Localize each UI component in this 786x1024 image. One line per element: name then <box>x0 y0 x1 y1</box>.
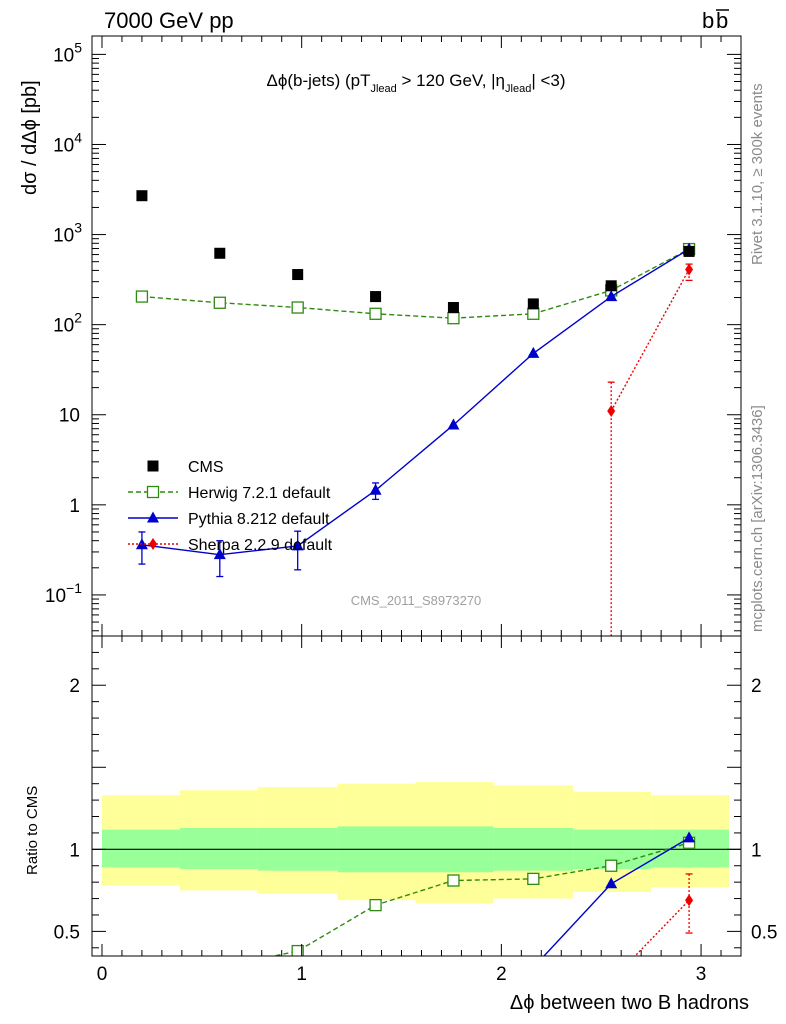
sherpa-ratio-line <box>634 899 690 956</box>
x-axis-label: Δϕ between two B hadrons <box>510 992 749 1014</box>
legend-marker <box>147 511 159 523</box>
header-left-label: 7000 GeV pp <box>104 8 234 33</box>
herwig-ratio-point <box>605 859 618 872</box>
ratio-tick-label-right: 0.5 <box>751 922 777 943</box>
ratio-data-layer <box>92 782 741 956</box>
legend-entry: Herwig 7.2.1 default <box>128 485 331 502</box>
header-right-b: b <box>702 8 714 33</box>
cms-point <box>683 245 695 257</box>
cms-point <box>214 247 226 259</box>
legend-entry: Pythia 8.212 default <box>128 511 330 528</box>
cms-point <box>292 269 304 281</box>
header-right-bbar: b <box>716 8 728 33</box>
sherpa-line <box>610 269 690 412</box>
x-tick-label: 3 <box>696 964 707 985</box>
cms-point <box>527 298 539 310</box>
legend-label: Pythia 8.212 default <box>188 511 330 528</box>
pythia-point <box>527 346 540 358</box>
herwig-ratio-point <box>291 944 304 956</box>
y-tick-label: 1 <box>69 496 80 517</box>
main-axis-ticks: 10−1 1 10 102 103 104 105 <box>45 39 741 632</box>
pythia-point <box>291 539 304 551</box>
main-data-layer <box>135 190 696 636</box>
herwig-ratio-line <box>270 842 690 956</box>
main-panel: 10−1 1 10 102 103 104 105 Δϕ(b-jets) (pTJlead … <box>19 35 742 637</box>
pythia-point <box>369 483 382 495</box>
ratio-panel: 0.5 0.5 1 1 2 2 Ratio to CMS <box>24 635 777 957</box>
ratio-tick-label: 0.5 <box>54 922 80 943</box>
y-tick-label: 104 <box>53 129 82 156</box>
legend-marker <box>146 485 160 499</box>
ratio-frame <box>91 635 742 957</box>
pythia-point <box>213 548 226 560</box>
cms-point <box>136 190 148 202</box>
legend-marker <box>149 538 157 550</box>
header-right-label: b b <box>702 8 729 33</box>
cms-point <box>370 291 382 303</box>
pythia-ratio-line <box>543 837 690 956</box>
herwig-point <box>135 290 149 303</box>
analysis-watermark: CMS_2011_S8973270 <box>351 593 482 608</box>
x-tick-label: 2 <box>496 964 507 985</box>
y-tick-label: 105 <box>53 39 82 66</box>
herwig-point <box>213 296 226 309</box>
herwig-ratio-point <box>527 872 540 886</box>
main-ylabel: dσ / dΔϕ [pb] <box>19 80 41 195</box>
ratio-tick-label-right: 1 <box>751 840 762 861</box>
ratio-tick-label: 2 <box>69 676 80 697</box>
legend: CMS Herwig 7.2.1 default Pythia 8.212 defa… <box>128 459 333 554</box>
ratio-tick-label: 1 <box>69 840 80 861</box>
rivet-label: Rivet 3.1.10, ≥ 300k events <box>749 83 766 265</box>
herwig-ratio-point <box>447 874 460 887</box>
main-title: Δϕ(b-jets) (pTJlead > 120 GeV, |ηJlead| … <box>266 71 565 95</box>
legend-label: Sherpa 2.2.9 default <box>188 537 333 554</box>
herwig-point <box>447 312 460 325</box>
herwig-ratio-point <box>369 898 382 912</box>
herwig-point <box>527 307 540 320</box>
cms-point <box>605 280 617 292</box>
legend-entry: Sherpa 2.2.9 default <box>128 537 333 554</box>
uncertainty-band-inner <box>179 828 258 870</box>
cms-point <box>447 302 459 314</box>
legend-label: Herwig 7.2.1 default <box>188 485 331 502</box>
herwig-line <box>141 248 690 319</box>
ratio-axis-ticks: 0.5 0.5 1 1 2 2 <box>54 651 777 949</box>
y-tick-label: 103 <box>53 220 82 247</box>
sherpa-ratio-point <box>685 894 694 907</box>
pythia-point <box>605 290 618 302</box>
herwig-point <box>291 301 304 314</box>
legend-marker <box>147 460 159 472</box>
pythia-ratio-point <box>605 877 618 889</box>
pythia-line <box>141 248 690 556</box>
y-tick-label: 102 <box>53 310 82 337</box>
uncertainty-band-inner <box>101 829 180 868</box>
legend-label: CMS <box>188 459 224 476</box>
x-tick-label: 1 <box>296 964 307 985</box>
sherpa-point <box>607 405 616 418</box>
herwig-point <box>369 307 382 320</box>
y-tick-label: 10−1 <box>45 580 82 607</box>
pythia-point <box>447 418 460 430</box>
mcplots-label: mcplots.cern.ch [arXiv:1306.3436] <box>749 405 766 632</box>
ratio-ylabel: Ratio to CMS <box>24 786 41 875</box>
sherpa-point <box>685 263 694 276</box>
x-axis-ticks: 0 1 2 3 <box>97 36 722 985</box>
ratio-tick-label-right: 2 <box>751 676 762 697</box>
x-tick-label: 0 <box>97 964 108 985</box>
y-tick-label: 10 <box>59 406 80 427</box>
pythia-ratio-point <box>683 831 696 843</box>
legend-entry: CMS <box>147 459 224 476</box>
